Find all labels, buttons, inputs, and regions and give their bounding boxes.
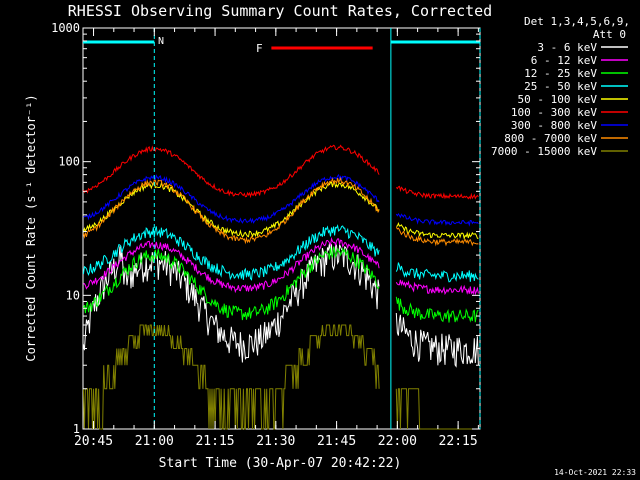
annotations-layer: F N (83, 28, 481, 429)
series-line-2 (82, 246, 479, 323)
footer-timestamp: 14-Oct-2021 22:33 (554, 468, 636, 477)
x-tick-label: 21:30 (256, 434, 295, 449)
legend-entry-label: 800 - 7000 keV (504, 132, 597, 145)
axes-layer: 1 10 100 1000 20:45 21:00 21:15 21:30 21:45 22:00… (51, 21, 480, 449)
series-line-5 (82, 144, 479, 200)
y-tick-label: 100 (58, 155, 80, 169)
series-line-8 (82, 324, 479, 430)
legend-entry-label: 50 - 100 keV (518, 93, 598, 106)
x-axis-label: Start Time (30-Apr-07 20:42:22) (159, 456, 402, 471)
legend-entry-label: 12 - 25 keV (524, 67, 597, 80)
x-tick-label: 22:15 (439, 434, 478, 449)
legend-entry-label: 6 - 12 keV (531, 54, 598, 67)
plot-frame (82, 27, 481, 430)
legend-entry-label: 7000 - 15000 keV (491, 145, 597, 158)
y-tick-label: 1000 (51, 21, 80, 35)
legend-entry-label: 300 - 800 keV (511, 119, 597, 132)
series-line-4 (82, 180, 479, 241)
legend-entry-label: 100 - 300 keV (511, 106, 597, 119)
x-tick-label: 21:15 (195, 434, 234, 449)
series-line-0 (82, 243, 479, 368)
night-label: N (158, 36, 164, 47)
legend-header-line-2: Att 0 (593, 28, 626, 41)
x-tick-label: 22:00 (378, 434, 417, 449)
x-tick-label: 21:45 (317, 434, 356, 449)
plot-border (82, 27, 481, 430)
y-tick-label: 1 (73, 422, 80, 436)
legend-entry-label: 3 - 6 keV (537, 41, 597, 54)
x-tick-label: 21:00 (135, 434, 174, 449)
legend-entry-label: 25 - 50 keV (524, 80, 597, 93)
legend-header-line-1: Det 1,3,4,5,6,9, (524, 15, 630, 28)
data-series-layer (82, 144, 479, 430)
y-tick-label: 10 (66, 288, 80, 302)
x-tick-label: 20:45 (74, 434, 113, 449)
series-line-6 (83, 173, 479, 227)
series-line-7 (82, 176, 479, 247)
series-line-1 (83, 236, 479, 296)
chart-title: RHESSI Observing Summary Count Rates, Co… (68, 2, 492, 20)
series-line-3 (82, 224, 479, 283)
flare-label: F (256, 42, 263, 55)
y-axis-label: Corrected Count Rate (s⁻¹ detector⁻¹) (24, 94, 38, 361)
